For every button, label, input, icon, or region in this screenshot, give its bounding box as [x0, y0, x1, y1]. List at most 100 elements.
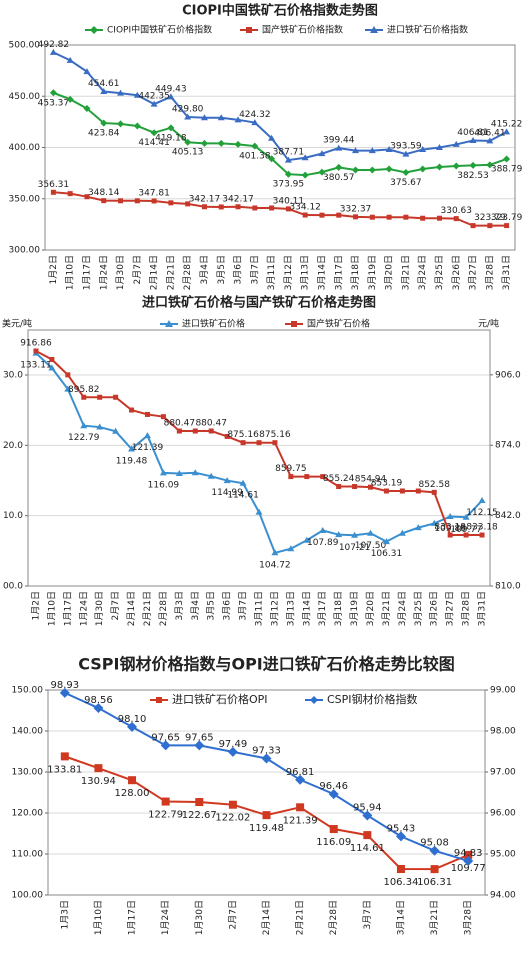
data-label: 96.81 [286, 767, 315, 778]
legend-marker [156, 697, 162, 703]
data-point [335, 163, 343, 171]
data-label: 382.53 [457, 171, 489, 181]
data-point [160, 740, 171, 751]
series-line [53, 91, 507, 177]
data-point [235, 204, 241, 210]
x-tick-label: 3月17日 [317, 591, 328, 626]
data-point [435, 163, 443, 171]
data-point [353, 214, 359, 220]
x-tick-label: 1月17日 [62, 591, 73, 626]
data-point [368, 166, 376, 174]
data-point [224, 433, 230, 439]
data-point [217, 114, 225, 121]
data-point [383, 488, 389, 494]
data-point [101, 198, 107, 204]
data-point [319, 527, 327, 534]
data-point [503, 155, 511, 163]
y-tick-label: 110.00 [12, 850, 44, 860]
x-tick-label: 3月25日 [434, 255, 445, 290]
data-label: 334.12 [289, 203, 321, 213]
data-label: 114.61 [227, 491, 259, 501]
y-tick-label: 300.00 [9, 246, 41, 256]
x-tick-label: 3月27日 [468, 255, 479, 290]
data-label: 415.22 [491, 119, 523, 129]
data-label: 98.10 [118, 714, 147, 725]
data-label: 98.93 [50, 680, 79, 691]
y2-tick-label: 94.00 [490, 891, 516, 901]
x-tick-label: 2月7日 [132, 255, 143, 284]
data-label: 109.88 [434, 524, 466, 534]
data-point [100, 119, 108, 127]
x-tick-label: 2月28日 [182, 255, 193, 290]
data-point [362, 810, 373, 821]
data-label: 429.80 [172, 104, 204, 114]
data-point [96, 423, 104, 430]
y-axis-label: 美元/吨 [2, 318, 32, 330]
x-tick-label: 3月7日 [362, 900, 373, 929]
data-label: 340.11 [273, 196, 305, 206]
data-label: 401.38 [239, 152, 271, 162]
data-point [403, 214, 409, 220]
x-tick-label: 1月10日 [46, 591, 57, 626]
data-label: 94.83 [454, 848, 483, 859]
data-point [336, 212, 342, 218]
x-tick-label: 3月26日 [429, 591, 440, 626]
data-label: 419.18 [155, 133, 187, 143]
data-point [48, 364, 56, 371]
data-point [97, 394, 103, 400]
data-point [159, 469, 167, 476]
data-point [295, 774, 306, 785]
y-tick-label: 120.00 [12, 809, 44, 819]
data-point [33, 348, 39, 354]
y-tick-label: 100.00 [12, 891, 44, 901]
data-point [462, 513, 470, 520]
data-label: 833.18 [434, 523, 466, 533]
data-point [117, 89, 125, 96]
data-label: 119.48 [116, 456, 148, 466]
data-point [176, 428, 182, 434]
data-label: 347.81 [138, 188, 170, 198]
data-label: 414.41 [138, 138, 170, 148]
data-label: 356.31 [38, 180, 70, 190]
y2-tick-label: 95.00 [490, 850, 516, 860]
data-point [479, 532, 485, 538]
x-tick-label: 3月5日 [206, 591, 217, 620]
data-label: 880.47 [195, 419, 227, 429]
data-label: 133.11 [20, 361, 52, 371]
data-point [207, 472, 215, 479]
data-point [419, 165, 427, 173]
legend-marker [246, 27, 252, 33]
data-point [503, 128, 511, 135]
data-point [398, 529, 406, 536]
x-tick-label: 1月10日 [65, 255, 76, 290]
data-label: 405.13 [172, 148, 204, 158]
data-label: 122.79 [148, 810, 183, 821]
data-label: 916.86 [20, 338, 52, 348]
data-point [352, 147, 360, 154]
data-point [430, 865, 439, 874]
x-tick-label: 2月14日 [149, 255, 160, 290]
data-point [234, 140, 242, 148]
data-point [117, 120, 125, 128]
x-tick-label: 2月21日 [165, 255, 176, 290]
legend-label: 进口铁矿石价格指数 [387, 24, 468, 36]
data-label: 121.39 [283, 815, 318, 826]
data-label: 121.39 [132, 443, 164, 453]
data-point [463, 855, 474, 866]
data-point [227, 746, 238, 757]
legend-marker [370, 26, 378, 33]
data-label: 128.00 [115, 788, 150, 799]
data-point [271, 549, 279, 556]
data-point [320, 474, 326, 480]
data-label: 112.15 [466, 508, 498, 518]
plot-frame [47, 689, 486, 896]
data-point [133, 122, 141, 130]
data-point [251, 119, 259, 126]
data-label: 348.14 [88, 188, 120, 198]
data-point [287, 545, 295, 552]
data-point [208, 428, 214, 434]
data-point [252, 205, 258, 211]
data-point [284, 156, 292, 163]
data-label: 130.94 [81, 776, 116, 787]
